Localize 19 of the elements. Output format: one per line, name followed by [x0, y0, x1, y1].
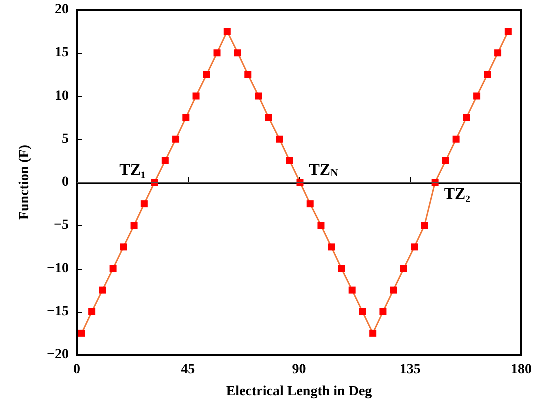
- x-tick-label: 180: [511, 362, 532, 378]
- x-tick-label: 45: [181, 362, 196, 378]
- y-tick-label: −15: [47, 304, 69, 320]
- annotation: TZ₁: [120, 162, 146, 179]
- y-tick-label: 15: [55, 46, 69, 61]
- y-tick-label: 10: [55, 88, 69, 104]
- x-tick-label: 0: [74, 362, 80, 378]
- y-axis-title: Function (F): [18, 144, 32, 220]
- y-tick-label: −20: [47, 348, 69, 362]
- y-tick-label: −10: [47, 261, 69, 276]
- y-tick-label: 0: [62, 175, 69, 190]
- x-tick-label: 135: [400, 362, 421, 378]
- x-tick-label: 90: [292, 362, 306, 378]
- annotation: TZ₂: [444, 186, 471, 203]
- y-tick-label: −5: [54, 218, 69, 234]
- y-tick-label: 20: [55, 2, 69, 18]
- y-tick-label: 5: [62, 132, 69, 147]
- x-axis-title: Electrical Length in Deg: [226, 384, 372, 400]
- annotation: TZN: [309, 162, 339, 180]
